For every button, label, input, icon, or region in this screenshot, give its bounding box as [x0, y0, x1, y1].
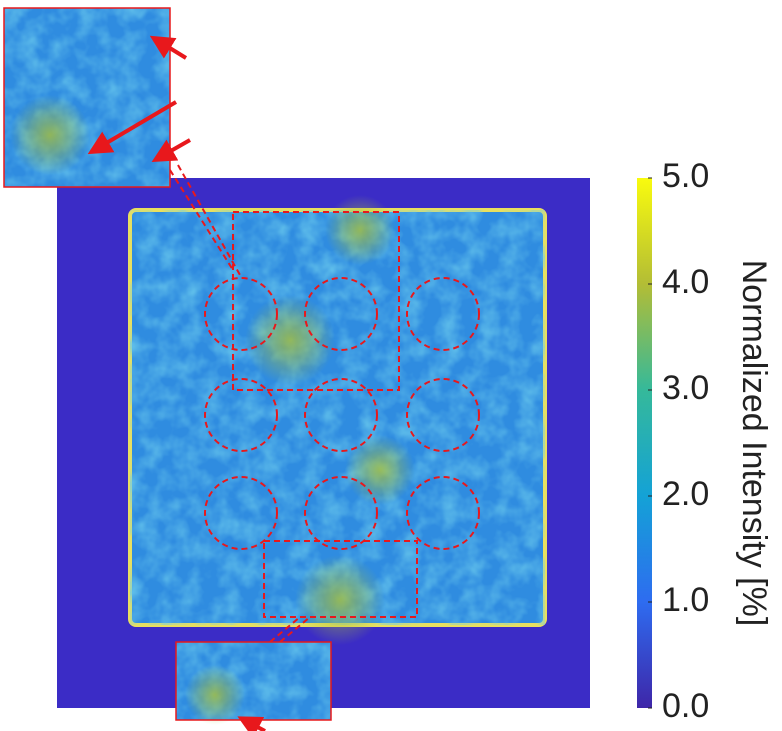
inset-top	[3, 7, 171, 188]
colorbar	[637, 178, 652, 708]
tick-label: 3.0	[662, 369, 709, 407]
annotations	[169, 164, 480, 643]
tick-label: 5.0	[662, 157, 709, 195]
inset-bottom	[175, 641, 332, 725]
colorbar-label: Normalized Intensity [%]	[735, 260, 773, 627]
tick-label: 2.0	[662, 475, 709, 513]
tick-label: 0.0	[662, 687, 709, 725]
tick-label: 1.0	[662, 581, 709, 619]
tick-label: 4.0	[662, 263, 709, 301]
arrows	[87, 35, 266, 731]
sample-image	[57, 178, 590, 708]
